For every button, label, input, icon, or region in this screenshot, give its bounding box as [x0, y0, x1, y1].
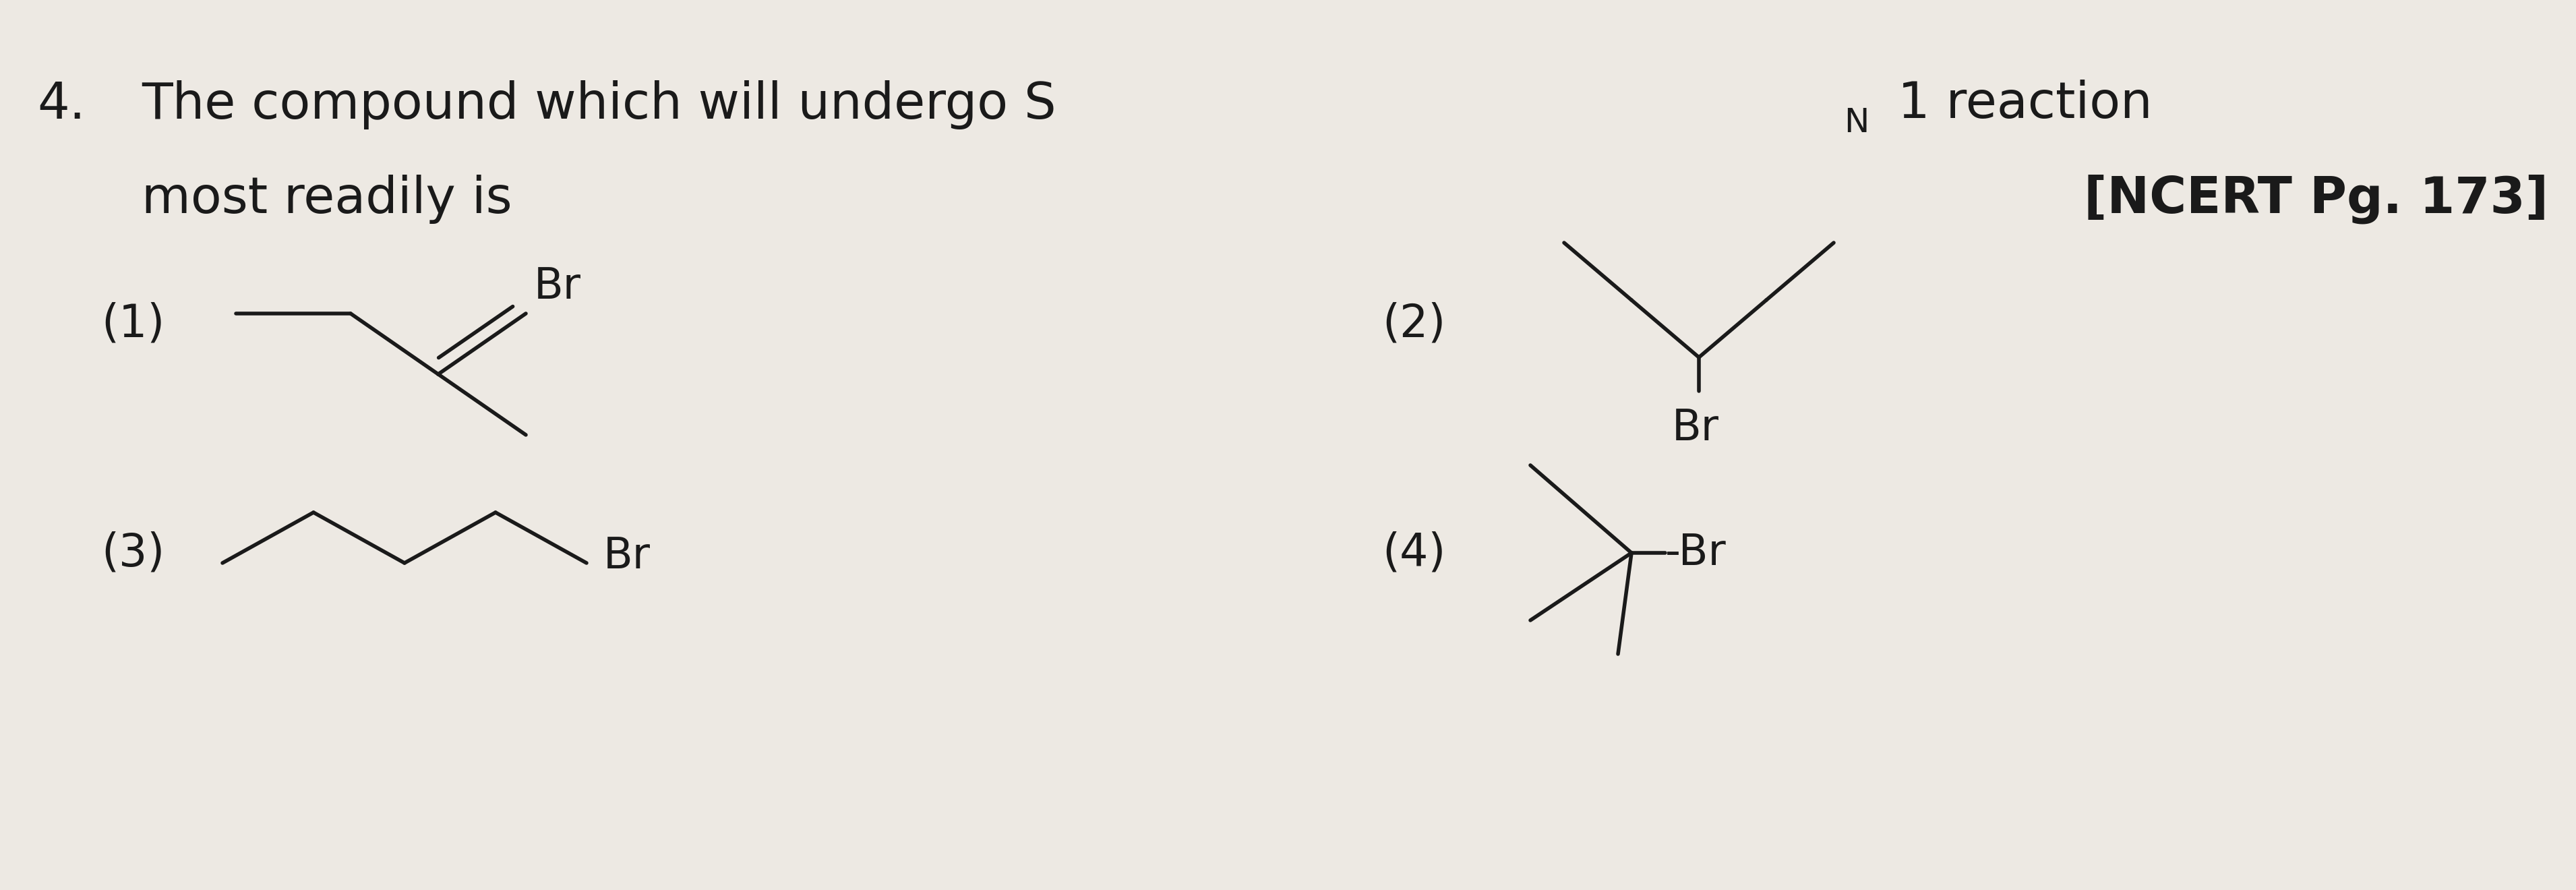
Text: (1): (1) — [100, 302, 165, 346]
Text: [NCERT Pg. 173]: [NCERT Pg. 173] — [2084, 174, 2548, 223]
Text: The compound which will undergo S: The compound which will undergo S — [142, 80, 1056, 129]
Text: 1 reaction: 1 reaction — [1899, 80, 2154, 129]
Text: (4): (4) — [1383, 530, 1445, 575]
Text: -Br: -Br — [1664, 532, 1726, 574]
Text: Br: Br — [533, 265, 582, 307]
Text: N: N — [1844, 107, 1870, 139]
Text: (2): (2) — [1383, 302, 1445, 346]
Text: most readily is: most readily is — [142, 174, 513, 223]
Text: (3): (3) — [100, 530, 165, 575]
Text: Br: Br — [603, 536, 652, 577]
Text: Br: Br — [1672, 408, 1718, 449]
Text: 4.: 4. — [36, 80, 85, 129]
